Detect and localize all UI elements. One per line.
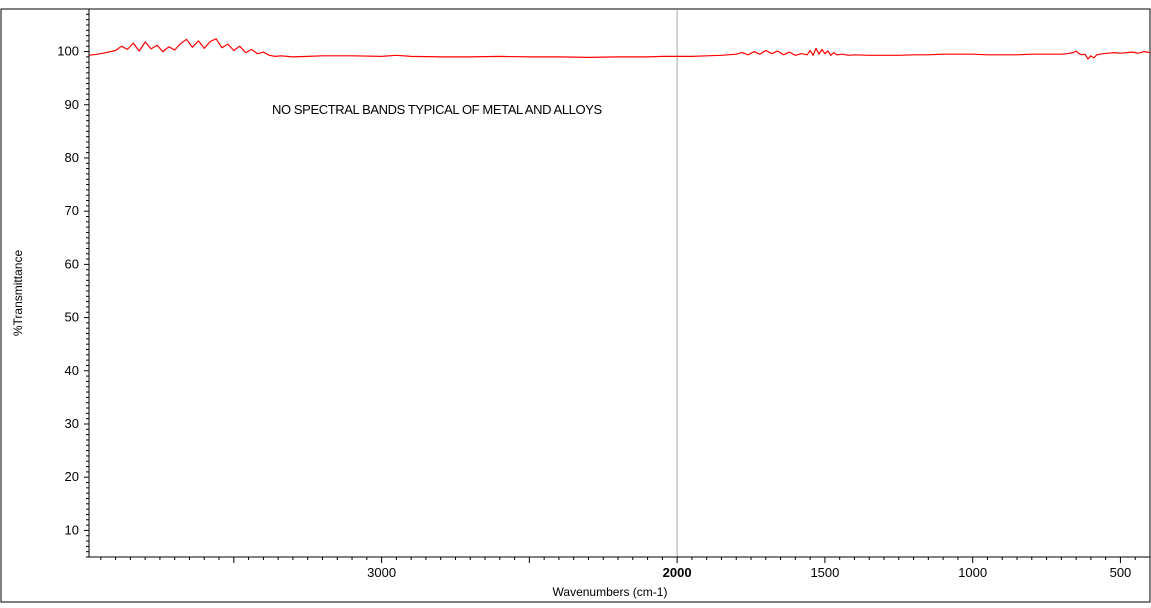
y-tick-label: 60 [65, 256, 79, 271]
x-tick-label: 2000 [663, 565, 692, 580]
y-tick-label: 70 [65, 203, 79, 218]
spectrum-line [88, 38, 1151, 60]
y-tick-label: 100 [57, 44, 79, 59]
x-tick-label: 1000 [958, 565, 987, 580]
y-tick-label: 80 [65, 150, 79, 165]
y-tick-label: 90 [65, 97, 79, 112]
y-tick-label: 50 [65, 310, 79, 325]
y-tick-label: 40 [65, 363, 79, 378]
y-tick-label: 20 [65, 469, 79, 484]
x-axis-label: Wavenumbers (cm-1) [553, 585, 668, 599]
plot-border [0, 8, 1151, 603]
chart-annotation: NO SPECTRAL BANDS TYPICAL OF METAL AND A… [272, 102, 602, 117]
x-tick-label: 500 [1110, 565, 1132, 580]
y-axis-label: %Transmittance [11, 250, 25, 337]
x-tick-label: 1500 [810, 565, 839, 580]
y-tick-label: 10 [65, 522, 79, 537]
y-tick-label: 30 [65, 416, 79, 431]
x-tick-label: 3000 [367, 565, 396, 580]
